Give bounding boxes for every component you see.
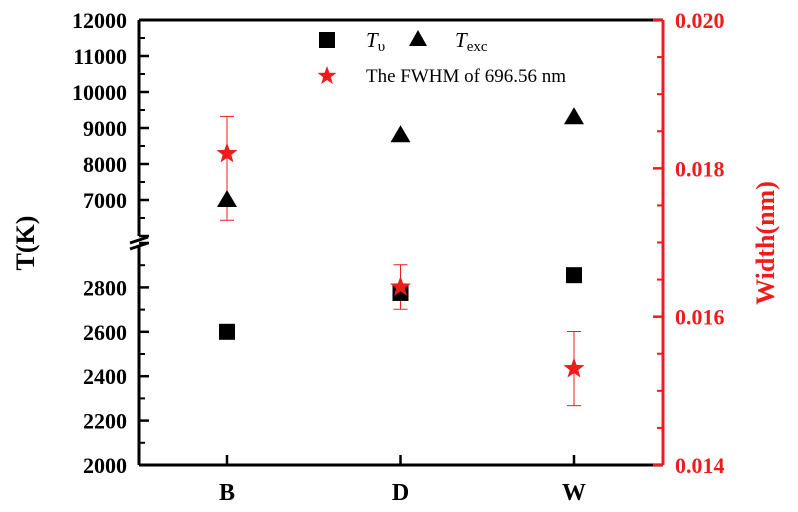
left-tick-label: 11000 xyxy=(73,44,127,69)
left-tick-label: 2000 xyxy=(83,453,127,478)
left-tick-label: 12000 xyxy=(72,8,127,33)
texc-point xyxy=(217,190,237,207)
legend-marker-tv xyxy=(319,32,335,48)
left-tick-label: 2200 xyxy=(83,409,127,434)
left-tick-label: 10000 xyxy=(72,80,127,105)
texc-point xyxy=(564,107,584,125)
legend-label-fwhm: The FWHM of 696.56 nm xyxy=(366,66,566,87)
x-tick-label: B xyxy=(219,480,235,506)
legend-marker-fwhm xyxy=(317,66,337,85)
left-axis-ticks: 2000 2200 2400 2600 2800 7000 8000 9000 10000 110… xyxy=(72,8,149,478)
legend-marker-texc xyxy=(409,30,427,46)
left-tick-label: 2800 xyxy=(83,275,127,300)
right-tick-label: 0.014 xyxy=(675,453,725,478)
fwhm-point xyxy=(390,276,411,296)
left-tick-label: 9000 xyxy=(83,116,127,141)
texc-point xyxy=(390,125,411,143)
fwhm-point xyxy=(563,357,585,378)
legend-label-texc: Texc xyxy=(455,28,488,55)
y-axis-right-label: Width(nm) xyxy=(751,181,780,305)
right-tick-label: 0.018 xyxy=(675,156,725,181)
right-tick-label: 0.016 xyxy=(675,305,725,330)
data-markers xyxy=(216,107,585,378)
right-axis-ticks: 0.014 0.016 0.018 0.020 xyxy=(653,8,725,478)
x-tick-label: W xyxy=(562,480,586,506)
legend-star-shape xyxy=(317,66,337,85)
legend-label-tv: Tυ xyxy=(366,28,385,55)
tv-point xyxy=(219,323,235,340)
right-tick-label: 0.020 xyxy=(675,8,725,33)
left-tick-label: 2400 xyxy=(83,364,127,389)
legend: Tυ Texc The FWHM of 696.56 nm xyxy=(317,28,566,87)
fwhm-point xyxy=(216,142,238,163)
error-bars xyxy=(220,115,581,407)
left-tick-label: 7000 xyxy=(83,188,127,213)
x-tick-label: D xyxy=(392,480,409,506)
y-axis-left-label: T(K) xyxy=(11,216,40,271)
left-tick-label: 2600 xyxy=(83,320,127,345)
left-tick-label: 8000 xyxy=(83,152,127,177)
tv-point xyxy=(566,267,582,284)
